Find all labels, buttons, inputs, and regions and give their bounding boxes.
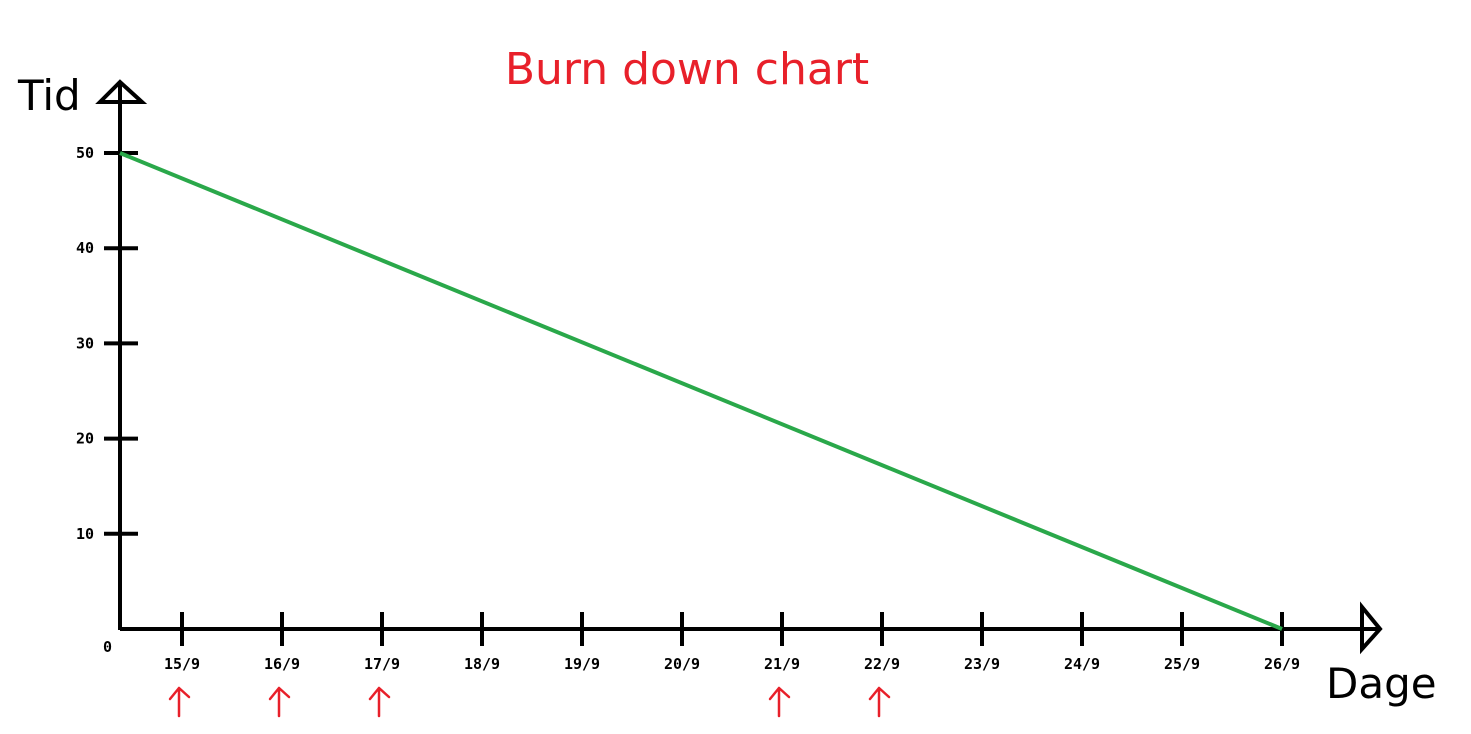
y-axis-arrow-icon (95, 79, 148, 104)
burn-down-line (119, 151, 1283, 631)
up-arrow-icon (168, 686, 191, 718)
up-arrow-icon (368, 686, 391, 718)
series-layer (119, 151, 1283, 631)
x-tick-label: 15/9 (164, 655, 200, 673)
x-tick-label: 24/9 (1064, 655, 1100, 673)
x-tick-label: 17/9 (364, 655, 400, 673)
x-tick-label: 25/9 (1164, 655, 1200, 673)
y-tick-label: 50 (76, 144, 94, 162)
x-ticks: 15/9 16/9 17/9 18/9 19/9 20/9 21/9 22/9 23/9 24/9… (164, 612, 1300, 673)
x-tick-label: 21/9 (764, 655, 800, 673)
up-arrow-icon (268, 686, 291, 718)
x-tick-label: 22/9 (864, 655, 900, 673)
x-tick-label: 26/9 (1264, 655, 1300, 673)
chart-title: Burn down chart (505, 44, 869, 95)
x-tick-label: 16/9 (264, 655, 300, 673)
y-tick-label: 40 (76, 239, 94, 257)
y-tick-label: 10 (76, 525, 94, 543)
x-tick-label: 18/9 (464, 655, 500, 673)
up-arrow-icon (768, 686, 791, 718)
y-axis-title: Tid (17, 71, 81, 120)
y-ticks: 10 20 30 40 50 (76, 144, 138, 543)
x-tick-label: 20/9 (664, 655, 700, 673)
x-tick-label: 19/9 (564, 655, 600, 673)
x-axis-arrow-icon (1360, 601, 1383, 655)
day-markers (168, 686, 891, 718)
up-arrow-icon (868, 686, 891, 718)
x-axis-title: Dage (1326, 659, 1437, 708)
y-tick-label: 30 (76, 334, 94, 352)
y-tick-label: 20 (76, 430, 94, 448)
origin-label: 0 (103, 638, 112, 656)
x-tick-label: 23/9 (964, 655, 1000, 673)
